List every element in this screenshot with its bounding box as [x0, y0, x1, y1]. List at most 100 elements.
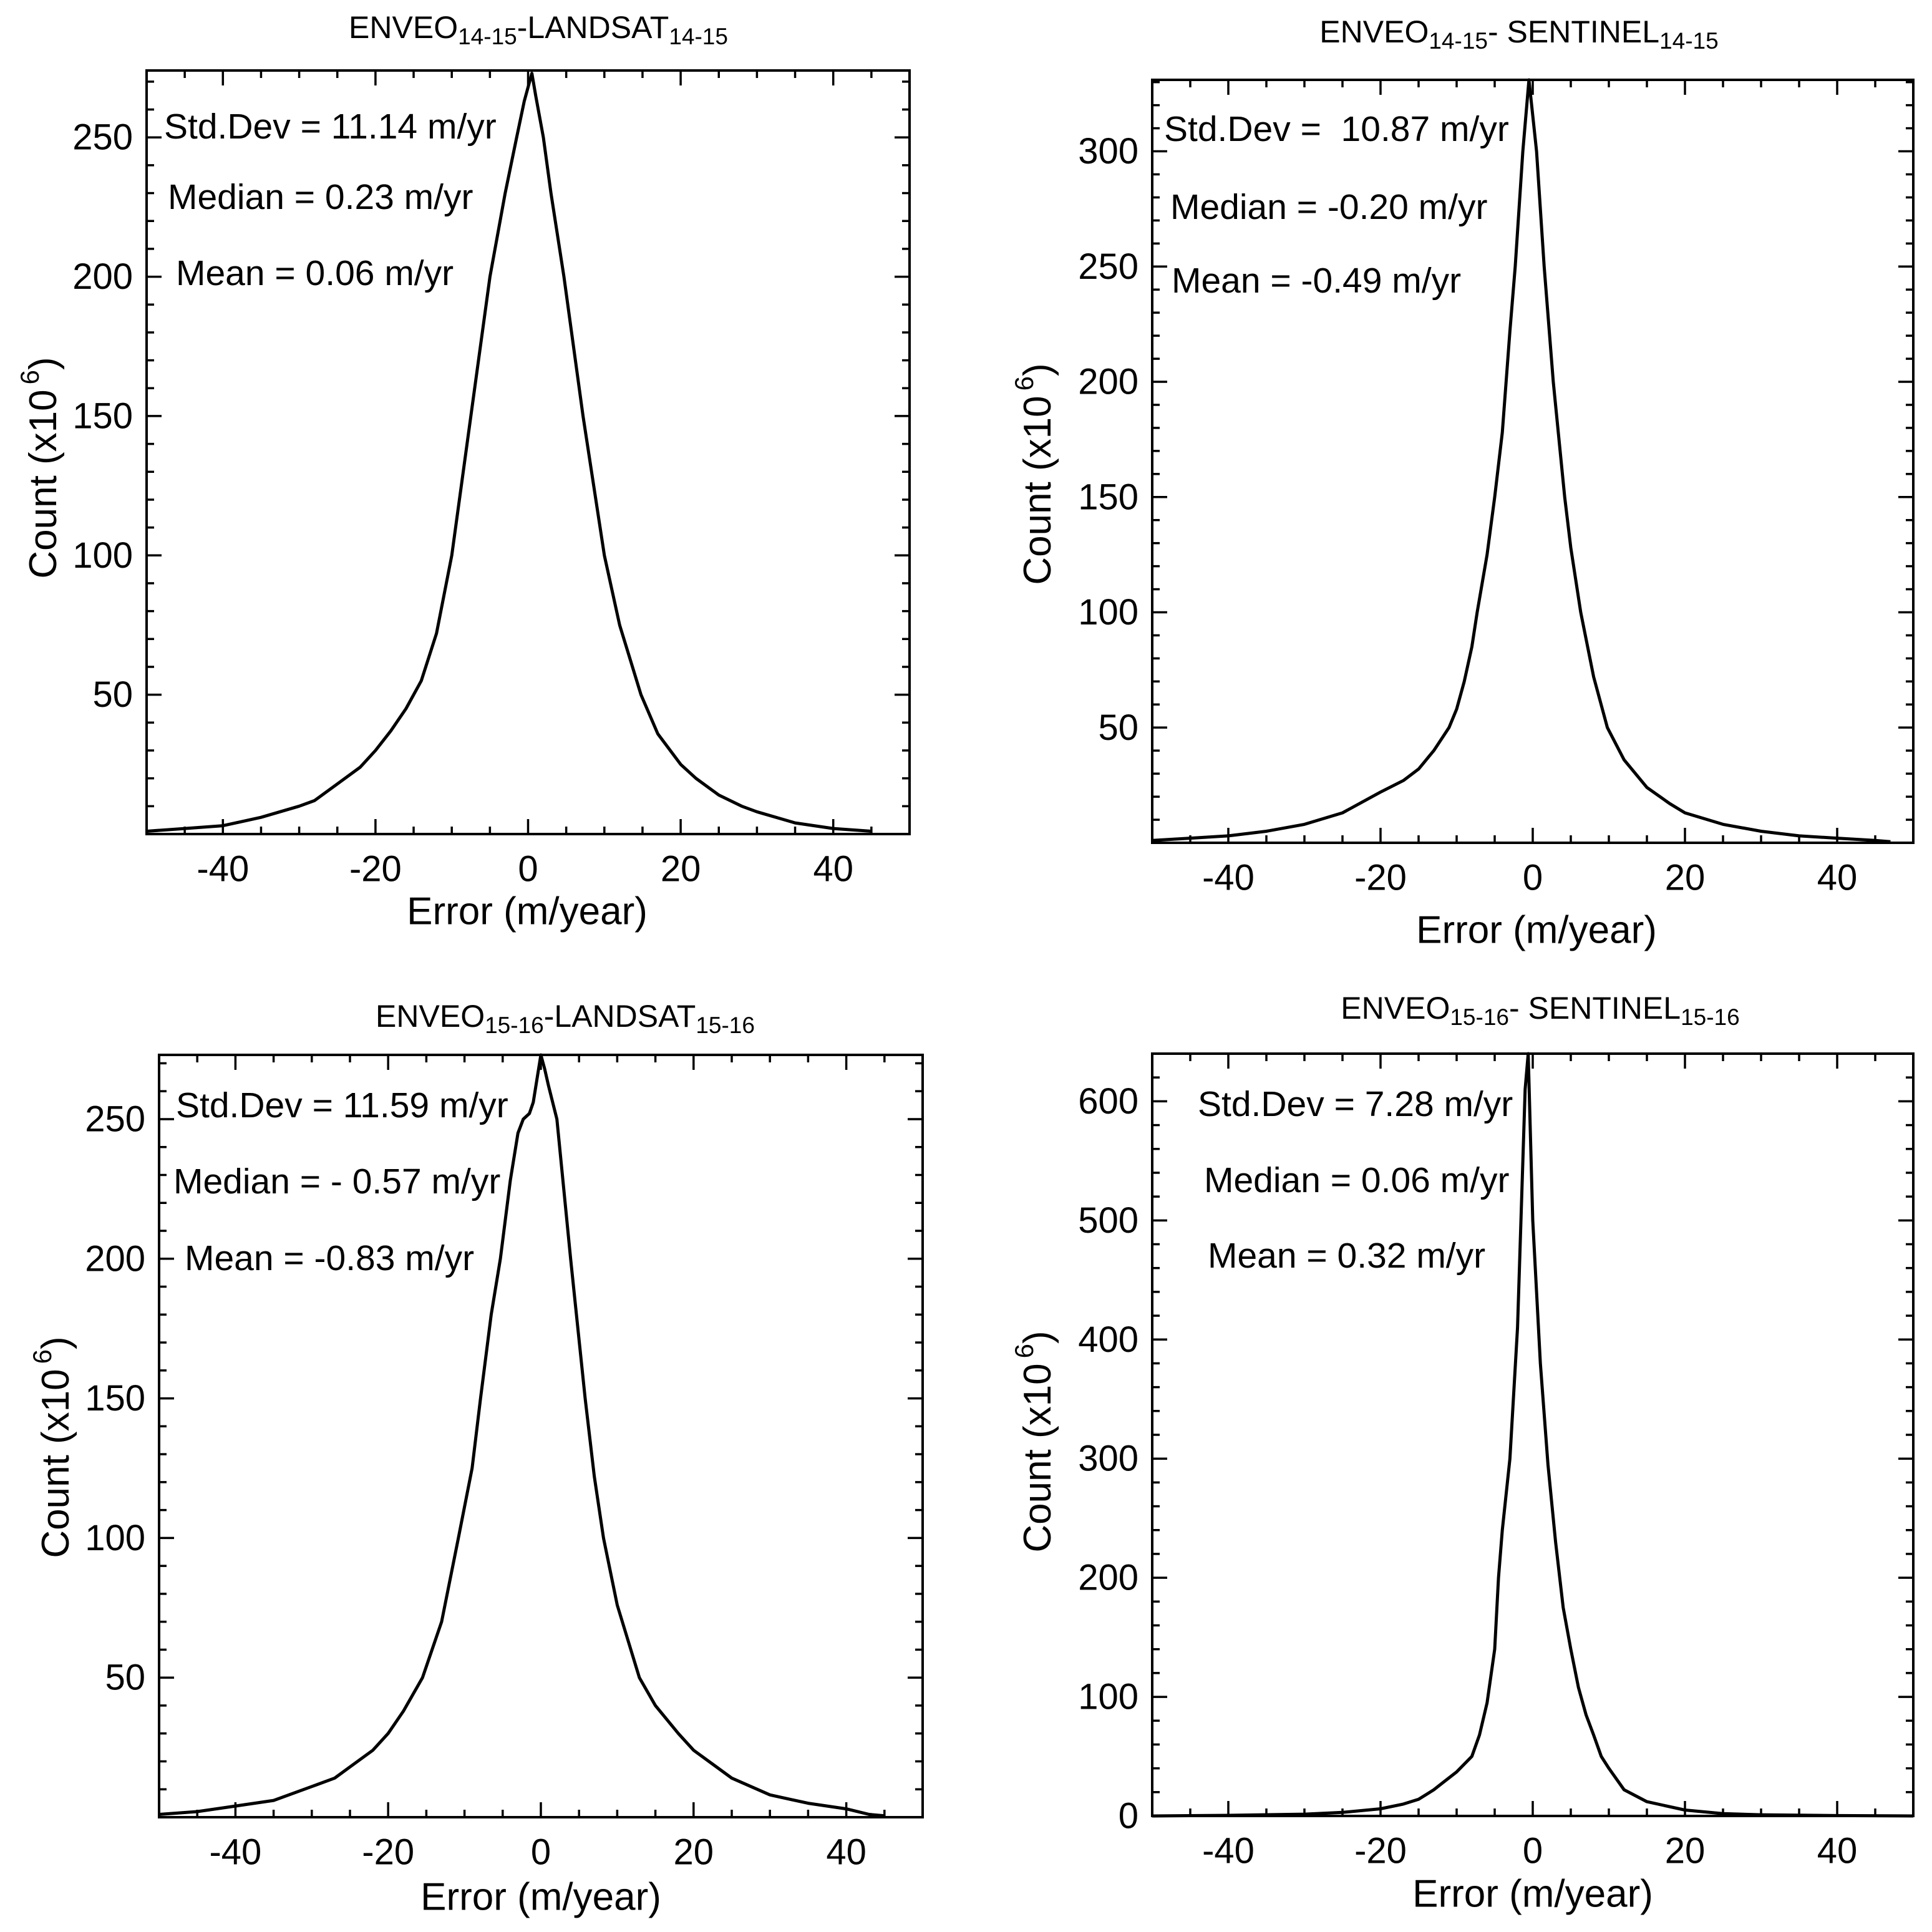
std-dev-label: Std.Dev = 10.87 m/yr — [1164, 109, 1509, 149]
chart-panel-3: -40 -20 0 20 4050100150200250ENVEO15-16-LAND… — [27, 999, 924, 1919]
title-text: ENVEO — [376, 999, 485, 1034]
x-axis-label: Error (m/year) — [1412, 1873, 1653, 1916]
x-tick-label: -20 — [1354, 858, 1407, 898]
title-subscript: 15-16 — [1681, 1004, 1740, 1030]
chart-title: ENVEO14-15- SENTINEL14-15 — [1319, 14, 1718, 54]
y-axis-label: Count (x10 6) — [1009, 1331, 1059, 1552]
x-tick-label: 20 — [1665, 1831, 1706, 1871]
x-axis-label: Error (m/year) — [407, 890, 648, 933]
y-axis-label-close: ) — [1016, 363, 1059, 376]
x-tick-label: 0 — [1523, 1831, 1543, 1871]
y-axis-label: Count (x10 6) — [15, 357, 65, 578]
y-tick-label: 300 — [1078, 131, 1138, 172]
y-axis-label-exponent: 6 — [27, 1349, 57, 1364]
std-dev-label: Std.Dev = 11.59 m/yr — [176, 1085, 508, 1125]
y-axis-label-close: ) — [22, 357, 65, 370]
title-subscript: 14-15 — [1659, 28, 1719, 54]
y-tick-label: 600 — [1078, 1081, 1138, 1122]
std-dev-label: Std.Dev = 11.14 m/yr — [164, 107, 497, 147]
error-distribution-line — [158, 1053, 885, 1818]
median-label: Median = -0.20 m/yr — [1170, 187, 1487, 227]
title-text: - SENTINEL — [1509, 991, 1681, 1026]
x-axis-label: Error (m/year) — [1416, 909, 1657, 952]
y-axis-label-close: ) — [1016, 1331, 1059, 1344]
x-tick-label: 0 — [518, 849, 538, 890]
title-text: ENVEO — [1319, 14, 1429, 49]
y-axis-label-text: Count (x10 — [1016, 1363, 1059, 1552]
chart-title: ENVEO15-16-LANDSAT15-16 — [376, 999, 755, 1038]
y-tick-label: 150 — [72, 396, 133, 436]
y-tick-label: 0 — [1119, 1796, 1138, 1837]
title-text: - SENTINEL — [1488, 14, 1659, 49]
median-label: Median = 0.23 m/yr — [168, 177, 473, 217]
y-tick-label: 50 — [92, 674, 133, 715]
y-axis-label-text: Count (x10 — [34, 1369, 77, 1558]
std-dev-label: Std.Dev = 7.28 m/yr — [1198, 1084, 1513, 1124]
x-tick-label: -20 — [1354, 1831, 1407, 1871]
x-tick-label: 0 — [1523, 858, 1543, 898]
y-axis-label: Count (x10 6) — [1009, 363, 1059, 585]
y-tick-label: 200 — [72, 256, 133, 297]
x-tick-label: 0 — [531, 1832, 551, 1873]
x-tick-label: -20 — [349, 849, 402, 890]
y-tick-label: 300 — [1078, 1439, 1138, 1479]
y-tick-label: 250 — [85, 1099, 145, 1139]
y-axis-label-text: Count (x10 — [1016, 396, 1059, 585]
y-axis-label-exponent: 6 — [1009, 1344, 1039, 1358]
title-text: ENVEO — [1341, 991, 1450, 1026]
y-tick-label: 100 — [1078, 592, 1138, 633]
error-distribution-line — [146, 72, 871, 833]
mean-label: Mean = -0.49 m/yr — [1172, 261, 1461, 301]
x-tick-label: -40 — [209, 1832, 261, 1873]
title-text: -LANDSAT — [544, 999, 696, 1034]
x-tick-label: 40 — [826, 1832, 866, 1873]
chart-title: ENVEO15-16- SENTINEL15-16 — [1341, 991, 1739, 1030]
y-tick-label: 200 — [85, 1238, 145, 1279]
title-subscript: 14-15 — [458, 24, 517, 49]
mean-label: Mean = 0.32 m/yr — [1208, 1236, 1485, 1276]
error-distribution-line — [1152, 78, 1891, 843]
y-tick-label: 100 — [85, 1518, 145, 1558]
mean-label: Mean = -0.83 m/yr — [185, 1238, 474, 1278]
y-tick-label: 50 — [1098, 707, 1138, 748]
y-tick-label: 100 — [1078, 1677, 1138, 1717]
title-text: ENVEO — [349, 10, 458, 45]
title-subscript: 15-16 — [485, 1012, 544, 1038]
x-tick-label: 40 — [1817, 858, 1858, 898]
x-tick-label: -40 — [1202, 1831, 1255, 1871]
y-tick-label: 150 — [1078, 477, 1138, 517]
title-subscript: 14-15 — [669, 24, 728, 49]
x-tick-label: 20 — [661, 849, 701, 890]
y-tick-label: 200 — [1078, 362, 1138, 402]
y-tick-label: 50 — [105, 1658, 145, 1698]
x-tick-label: -20 — [362, 1832, 414, 1873]
y-axis-label-exponent: 6 — [1009, 376, 1039, 391]
mean-label: Mean = 0.06 m/yr — [176, 253, 454, 293]
y-axis-label-text: Count (x10 — [22, 389, 65, 578]
x-tick-label: -40 — [197, 849, 249, 890]
x-tick-label: 20 — [1665, 858, 1706, 898]
median-label: Median = - 0.57 m/yr — [173, 1162, 500, 1201]
x-tick-label: 40 — [813, 849, 853, 890]
x-axis-label: Error (m/year) — [420, 1876, 661, 1919]
y-tick-label: 250 — [1078, 246, 1138, 287]
title-subscript: 15-16 — [1450, 1004, 1509, 1030]
x-tick-label: 20 — [674, 1832, 714, 1873]
chart-panel-1: -40 -20 0 20 4050100150200250ENVEO14-15-LAND… — [15, 10, 911, 933]
y-tick-label: 150 — [85, 1378, 145, 1419]
y-axis-label-exponent: 6 — [15, 370, 44, 384]
y-tick-label: 100 — [72, 535, 133, 576]
y-tick-label: 250 — [72, 117, 133, 158]
y-axis-label-close: ) — [34, 1336, 77, 1349]
y-tick-label: 200 — [1078, 1558, 1138, 1598]
x-tick-label: -40 — [1202, 858, 1255, 898]
x-tick-label: 40 — [1817, 1831, 1858, 1871]
title-subscript: 14-15 — [1429, 28, 1488, 54]
title-text: -LANDSAT — [517, 10, 669, 45]
chart-panel-2: -40 -20 0 20 4050100150200250300ENVEO14-15- … — [1009, 14, 1915, 952]
title-subscript: 15-16 — [696, 1012, 755, 1038]
y-tick-label: 500 — [1078, 1200, 1138, 1241]
y-tick-label: 400 — [1078, 1319, 1138, 1360]
